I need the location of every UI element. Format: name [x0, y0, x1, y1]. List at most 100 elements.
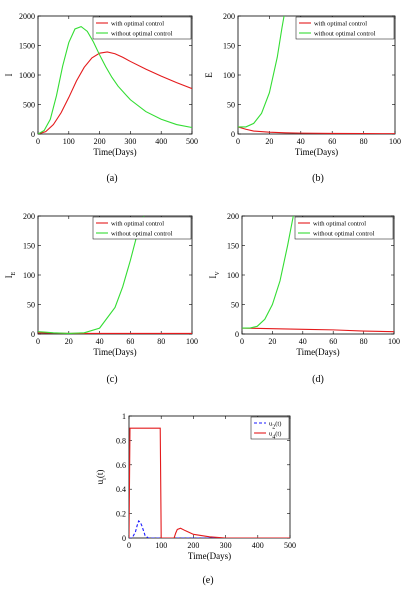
chart-panel-b: 0 20 40 60 80 100 0 50 100 150 200 Time(Days) Ewith …: [204, 12, 401, 184]
x-tick-label: 100: [388, 337, 400, 346]
y-axis-label: I: [4, 74, 14, 77]
y-tick-label: 50: [227, 101, 235, 110]
series-line-without-optimal-control: [38, 25, 192, 134]
x-tick-label: 400: [252, 541, 264, 550]
y-tick-label: 200: [223, 12, 235, 21]
y-tick-label: 1000: [19, 71, 35, 80]
y-axis-label: ui(t): [95, 470, 108, 485]
x-tick-label: 0: [36, 137, 40, 146]
x-tick-label: 20: [268, 337, 276, 346]
y-tick-label: 200: [23, 212, 35, 221]
y-tick-label: 500: [23, 101, 35, 110]
y-tick-label: 2000: [19, 12, 35, 21]
series-line-with-optimal-control: [38, 51, 192, 134]
x-tick-label: 60: [329, 337, 337, 346]
series-line-without-optimal-control: [238, 16, 285, 128]
x-tick-label: 20: [265, 137, 273, 146]
x-axis-label: Time(Days): [93, 347, 136, 357]
y-tick-label: 50: [231, 301, 239, 310]
y-tick-label: 0: [231, 130, 235, 139]
y-tick-label: 100: [23, 271, 35, 280]
x-tick-label: 80: [360, 137, 368, 146]
y-tick-label: 100: [227, 271, 239, 280]
legend-entry: with optimal control: [313, 221, 366, 228]
y-tick-label: 50: [27, 301, 35, 310]
x-tick-label: 80: [360, 337, 368, 346]
legend-entry: u4(t): [269, 431, 281, 441]
x-tick-label: 0: [236, 137, 240, 146]
legend-entry: u2(t): [269, 421, 281, 431]
y-tick-label: 0.4: [116, 485, 126, 494]
x-axis-label: Time(Days): [93, 147, 136, 157]
series-line-with-optimal-control: [238, 126, 395, 134]
x-tick-label: 500: [284, 541, 296, 550]
series-line-u-2-t-: [129, 520, 290, 538]
x-tick-label: 100: [155, 541, 167, 550]
legend-entry: with optimal control: [314, 21, 367, 28]
legend-entry: without optimal control: [111, 31, 173, 38]
series-line-without-optimal-control: [242, 216, 294, 329]
panel-caption: (d): [312, 374, 324, 385]
legend-entry: with optimal control: [111, 21, 164, 28]
series-line-without-optimal-control: [38, 216, 145, 334]
x-tick-label: 200: [187, 541, 199, 550]
y-tick-label: 0: [31, 130, 35, 139]
y-tick-label: 0: [122, 534, 126, 543]
series-line-u-4-t-: [129, 427, 290, 538]
y-tick-label: 0.2: [116, 510, 126, 519]
y-tick-label: 1: [122, 412, 126, 421]
y-tick-label: 150: [227, 242, 239, 251]
x-tick-label: 60: [328, 137, 336, 146]
chart-panel-a: 0 100 200 300 400 500 0 500 1000 1500 2000 Time(Day…: [4, 12, 198, 184]
chart-panel-d: 0 20 40 60 80 100 0 50 100 150 200 Time(Days) IV with…: [208, 212, 400, 385]
y-axis-label: IV: [208, 271, 221, 279]
legend-entry: with optimal control: [111, 221, 164, 228]
legend: with optimal control without optimal cont…: [92, 216, 192, 240]
legend: with optimal control without optimal cont…: [294, 216, 394, 240]
chart-panel-c: 0 20 40 60 80 100 0 50 100 150 200 Time(Days) IE with…: [4, 212, 198, 385]
y-tick-label: 0: [235, 330, 239, 339]
y-axis-label: E: [204, 72, 214, 78]
legend-entry: without optimal control: [313, 231, 375, 238]
x-tick-label: 500: [186, 137, 198, 146]
panel-caption: (e): [202, 575, 213, 586]
panel-caption: (b): [312, 173, 324, 184]
y-tick-label: 150: [23, 242, 35, 251]
x-tick-label: 40: [297, 137, 305, 146]
x-tick-label: 300: [220, 541, 232, 550]
x-tick-label: 0: [127, 541, 131, 550]
panel-caption: (c): [106, 374, 117, 385]
legend-entry: without optimal control: [111, 231, 173, 238]
x-tick-label: 20: [65, 337, 73, 346]
legend: u2(t)u4(t): [250, 416, 290, 441]
panel-caption: (a): [106, 173, 117, 184]
x-axis-label: Time(Days): [296, 347, 339, 357]
legend: with optimal control without optimal cont…: [295, 16, 395, 40]
y-tick-label: 0.8: [116, 436, 126, 445]
legend-entry: without optimal control: [314, 31, 376, 38]
chart-panel-e: 0 100 200 300 400 500 0 0.2 0.4 0.6 0.8 1 Time(Days)…: [95, 412, 296, 586]
y-axis-label: IE: [4, 271, 17, 278]
x-tick-label: 100: [63, 137, 75, 146]
x-tick-label: 400: [155, 137, 167, 146]
y-tick-label: 1500: [19, 42, 35, 51]
legend: with optimal control without optimal cont…: [92, 16, 192, 40]
x-tick-label: 100: [186, 337, 198, 346]
x-axis-label: Time(Days): [295, 147, 338, 157]
x-tick-label: 300: [124, 137, 136, 146]
x-tick-label: 40: [299, 337, 307, 346]
x-tick-label: 80: [157, 337, 165, 346]
y-tick-label: 100: [223, 71, 235, 80]
y-tick-label: 0.6: [116, 461, 126, 470]
y-tick-label: 150: [223, 42, 235, 51]
y-tick-label: 0: [31, 330, 35, 339]
x-tick-label: 40: [96, 337, 104, 346]
x-tick-label: 0: [36, 337, 40, 346]
x-tick-label: 200: [94, 137, 106, 146]
x-tick-label: 100: [389, 137, 401, 146]
x-tick-label: 0: [240, 337, 244, 346]
x-axis-label: Time(Days): [188, 551, 231, 561]
series-line-with-optimal-control: [242, 327, 394, 333]
x-tick-label: 60: [126, 337, 134, 346]
